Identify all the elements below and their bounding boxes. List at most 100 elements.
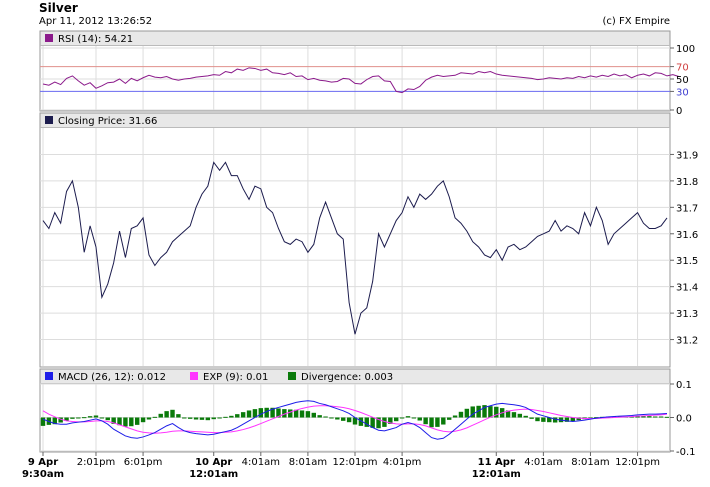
- divergence-bar: [211, 417, 216, 420]
- divergence-bar: [152, 416, 158, 418]
- macd-tick-label: 0.0: [676, 414, 692, 425]
- divergence-bar: [441, 417, 446, 425]
- chart-timestamp: Apr 11, 2012 13:26:52: [39, 16, 153, 27]
- divergence-bar: [394, 417, 399, 422]
- rsi-series-line: [42, 67, 679, 94]
- divergence-bar: [629, 416, 634, 418]
- divergence-bar: [187, 417, 193, 419]
- divergence-bar: [164, 411, 169, 418]
- divergence-bar: [653, 416, 658, 418]
- divergence-bar: [170, 409, 175, 418]
- divergence-bar: [529, 417, 534, 419]
- macd-legend-label: EXP (9): 0.01: [203, 372, 268, 383]
- divergence-bar: [229, 415, 234, 418]
- divergence-bar: [341, 417, 346, 421]
- divergence-bar: [535, 417, 540, 422]
- divergence-bar: [199, 417, 205, 420]
- divergence-bar: [288, 409, 293, 418]
- divergence-bar: [446, 417, 452, 420]
- divergence-bar: [176, 414, 181, 418]
- x-tick-label: 6:01pm: [124, 457, 163, 468]
- price-tick-label: 31.4: [676, 283, 698, 294]
- price-panel-header: [40, 113, 670, 128]
- divergence-bar: [517, 413, 523, 418]
- x-tick-label-second-line: 9:30am: [22, 469, 64, 480]
- divergence-bar: [664, 416, 670, 418]
- price-legend-swatch: [45, 116, 53, 124]
- divergence-bar: [370, 417, 375, 428]
- divergence-bar: [552, 417, 558, 423]
- divergence-bar: [417, 417, 422, 421]
- price-tick-label: 31.7: [676, 203, 698, 214]
- divergence-bar: [258, 408, 264, 418]
- divergence-bar: [364, 417, 369, 427]
- divergence-bar: [352, 417, 358, 425]
- divergence-bar: [329, 417, 334, 419]
- divergence-bar: [611, 416, 617, 418]
- x-tick-label: 4:01pm: [383, 457, 422, 468]
- divergence-bar: [452, 415, 458, 418]
- divergence-bar: [405, 416, 411, 418]
- chart-title: Silver: [39, 1, 78, 15]
- divergence-bar: [235, 414, 240, 418]
- x-tick-label: 4:01am: [524, 457, 562, 468]
- divergence-bar: [576, 417, 581, 421]
- divergence-bar: [494, 406, 499, 418]
- divergence-bar: [64, 417, 69, 421]
- x-tick-label: 8:01am: [571, 457, 609, 468]
- divergence-bar: [570, 417, 576, 422]
- divergence-bar: [470, 406, 475, 418]
- divergence-bar: [240, 412, 246, 418]
- divergence-bar: [87, 416, 93, 418]
- divergence-bar: [588, 417, 593, 419]
- rsi-panel-header: [40, 31, 670, 46]
- divergence-bar: [635, 416, 640, 418]
- divergence-bar: [111, 417, 116, 424]
- divergence-bar: [376, 417, 381, 429]
- divergence-bar: [299, 410, 305, 418]
- x-tick-label-second-line: 12:01am: [189, 469, 238, 480]
- divergence-bar: [129, 417, 134, 427]
- divergence-bar: [458, 411, 464, 418]
- x-tick-label: 12:01pm: [615, 457, 660, 468]
- x-tick-label: 12:01pm: [333, 457, 378, 468]
- divergence-bar: [464, 408, 470, 418]
- divergence-bar: [193, 417, 199, 420]
- divergence-bar: [511, 412, 517, 418]
- price-legend-label: Closing Price: 31.66: [58, 116, 157, 127]
- divergence-bar: [93, 415, 99, 418]
- rsi-legend-swatch: [45, 34, 53, 42]
- divergence-bar: [223, 416, 228, 418]
- divergence-bar: [76, 417, 81, 419]
- macd-tick-label: -0.1: [676, 447, 696, 458]
- divergence-bar: [52, 417, 57, 425]
- divergence-bar: [317, 415, 322, 418]
- divergence-bar: [541, 417, 546, 422]
- macd-legend-swatch: [190, 372, 198, 380]
- macd-legend-label: Divergence: 0.003: [301, 372, 393, 383]
- divergence-bar: [435, 417, 440, 427]
- divergence-bar: [358, 417, 364, 426]
- divergence-bar: [70, 417, 75, 419]
- divergence-bar: [217, 417, 222, 419]
- rsi-tick-label: 30: [676, 87, 689, 98]
- divergence-bar: [205, 417, 211, 421]
- macd-series-line: [42, 400, 668, 440]
- divergence-bar: [264, 407, 269, 418]
- divergence-bar: [476, 405, 481, 418]
- divergence-bar: [305, 411, 311, 418]
- divergence-bar: [58, 417, 63, 423]
- divergence-bar: [399, 417, 405, 419]
- divergence-bar: [311, 412, 316, 418]
- divergence-bar: [252, 409, 258, 418]
- x-tick-label: 2:01pm: [77, 457, 116, 468]
- divergence-bar: [382, 417, 387, 427]
- macd-legend-swatch: [45, 372, 53, 380]
- copyright-label: (c) FX Empire: [602, 16, 671, 27]
- x-tick-label: 9 Apr: [28, 457, 58, 468]
- macd-tick-label: 0.1: [676, 380, 692, 391]
- divergence-bar: [158, 413, 163, 418]
- divergence-bar: [40, 417, 46, 426]
- divergence-bar: [388, 417, 393, 424]
